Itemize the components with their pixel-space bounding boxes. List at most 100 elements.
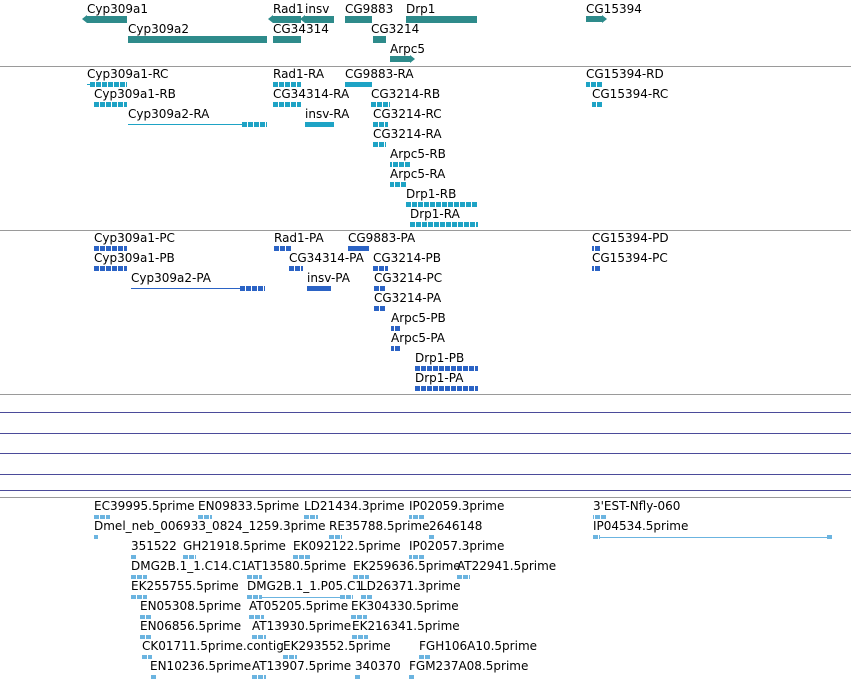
transcript-exon — [348, 246, 369, 251]
transcript-label: CG15394-RD — [586, 67, 664, 81]
est-label: EC39995.5prime — [94, 499, 195, 513]
transcript-exon — [415, 386, 478, 391]
est-exon — [131, 595, 147, 599]
est-label: EK092122.5prime — [293, 539, 401, 553]
est-label: FGM237A08.5prime — [409, 659, 529, 673]
est-label: IP04534.5prime — [593, 519, 689, 533]
est-label: EK293552.5prime — [283, 639, 391, 653]
track-separator — [0, 66, 851, 67]
arrow-left-icon — [300, 15, 305, 23]
transcript-label: CG15394-RC — [592, 87, 669, 101]
transcript-exon — [289, 266, 303, 271]
est-label: AT13580.5prime — [247, 559, 347, 573]
est-label: FGH106A10.5prime — [419, 639, 538, 653]
transcript-exon — [94, 246, 127, 251]
gene-label: insv — [305, 2, 330, 16]
est-label: AT13907.5prime — [252, 659, 352, 673]
est-label: AT22941.5prime — [457, 559, 557, 573]
transcript-exon — [242, 122, 267, 127]
gene-label: CG3214 — [371, 22, 420, 36]
transcript-exon — [273, 102, 301, 107]
est-exon — [140, 635, 152, 639]
est-label: EK255755.5prime — [131, 579, 239, 593]
gene-exon — [87, 16, 127, 23]
gene-exon — [345, 16, 372, 23]
est-exon — [252, 675, 266, 679]
transcript-label: insv-PA — [307, 271, 350, 285]
transcript-exon — [305, 122, 334, 127]
est-exon — [593, 535, 600, 539]
est-label: RE35788.5prime — [329, 519, 430, 533]
transcript-label: Arpc5-PB — [391, 311, 446, 325]
est-exon — [360, 595, 372, 599]
empty-track-line — [0, 433, 851, 434]
gene-exon — [128, 36, 267, 43]
gene-exon — [305, 16, 334, 23]
gene-label: CG9883 — [345, 2, 394, 16]
transcript-label: insv-RA — [305, 107, 350, 121]
est-exon — [293, 555, 310, 559]
arrow-right-icon — [410, 55, 415, 63]
transcript-exon — [371, 102, 390, 107]
transcript-label: CG9883-PA — [348, 231, 416, 245]
transcript-exon — [90, 82, 127, 87]
est-label: IP02057.3prime — [409, 539, 505, 553]
arrow-right-icon — [602, 15, 607, 23]
gene-label: CG34314 — [273, 22, 329, 36]
empty-track-line — [0, 453, 851, 454]
transcript-exon — [592, 102, 602, 107]
est-exon — [94, 535, 98, 539]
gene-label: Rad1 — [273, 2, 304, 16]
transcript-label: Cyp309a1-RC — [87, 67, 169, 81]
transcript-label: CG3214-RA — [373, 127, 442, 141]
gene-label: CG15394 — [586, 2, 642, 16]
transcript-label: CG3214-RC — [373, 107, 442, 121]
est-label: 351522 — [131, 539, 177, 553]
transcript-exon — [390, 182, 406, 187]
gene-exon — [586, 16, 602, 22]
transcript-label: CG3214-PC — [374, 271, 443, 285]
est-exon — [409, 675, 415, 679]
est-label: EK259636.5prime — [353, 559, 461, 573]
est-exon — [247, 575, 262, 579]
transcript-label: Cyp309a1-PC — [94, 231, 175, 245]
est-label: CK01711.5prime.contig — [142, 639, 284, 653]
gene-exon — [373, 36, 386, 43]
transcript-exon — [415, 366, 478, 371]
est-label: AT05205.5prime — [249, 599, 349, 613]
est-exon — [140, 615, 152, 619]
transcript-intron-line — [128, 124, 267, 125]
transcript-exon — [373, 142, 386, 147]
est-label: EK304330.5prime — [351, 599, 459, 613]
transcript-label: CG15394-PD — [592, 231, 669, 245]
transcript-label: Arpc5-RA — [390, 167, 446, 181]
transcript-exon — [373, 266, 388, 271]
gene-label: Drp1 — [406, 2, 436, 16]
est-intron-line — [593, 537, 832, 538]
transcript-label: Rad1-PA — [274, 231, 324, 245]
est-exon — [353, 575, 369, 579]
est-label: IP02059.3prime — [409, 499, 505, 513]
transcript-label: CG3214-PB — [373, 251, 442, 265]
transcript-exon — [592, 246, 600, 251]
gene-exon — [406, 16, 477, 23]
est-exon — [351, 615, 367, 619]
est-label: AT13930.5prime — [252, 619, 352, 633]
est-exon — [457, 575, 470, 579]
transcript-exon — [410, 222, 478, 227]
transcript-exon — [586, 82, 602, 87]
est-label: Dmel_neb_006933_0824_1259.3prime — [94, 519, 326, 533]
transcript-label: Drp1-RB — [406, 187, 457, 201]
transcript-label: Drp1-PB — [415, 351, 465, 365]
est-label: EK216341.5prime — [352, 619, 460, 633]
transcript-label: CG34314-PA — [289, 251, 364, 265]
transcript-exon — [345, 82, 372, 87]
est-label: 340370 — [355, 659, 401, 673]
est-exon — [249, 615, 264, 619]
est-intron-line — [247, 597, 353, 598]
est-exon — [283, 655, 297, 659]
transcript-exon — [391, 326, 400, 331]
est-label: LD21434.3prime — [304, 499, 405, 513]
empty-track-line — [0, 474, 851, 475]
